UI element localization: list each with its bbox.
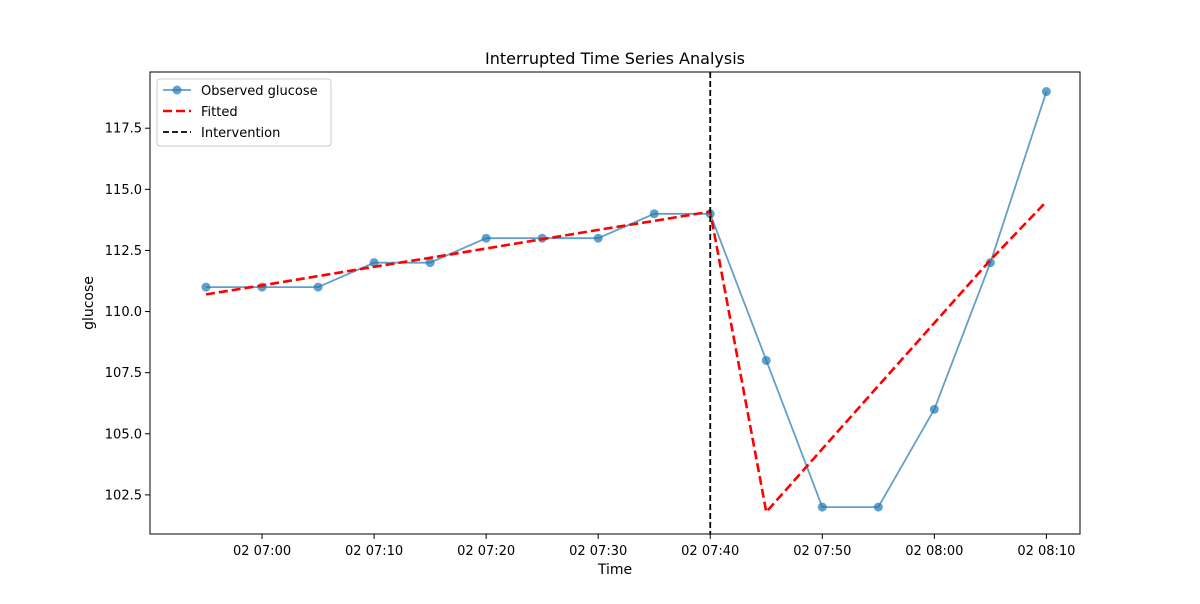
plot-area	[201, 72, 1051, 534]
x-tick-label: 02 08:10	[1017, 544, 1075, 559]
legend-box	[156, 78, 332, 147]
x-tick-label: 02 07:10	[345, 544, 403, 559]
x-tick-label: 02 07:50	[793, 544, 851, 559]
axes: 02 07:00 02 07:10 02 07:20 02 07:30 02 07:40…	[105, 71, 1081, 559]
observed-glucose-point	[313, 282, 323, 292]
observed-glucose-point	[873, 502, 883, 512]
legend-marker	[172, 85, 182, 95]
x-axis-label: Time	[597, 562, 632, 578]
observed-glucose-point	[1041, 87, 1051, 97]
legend-label: Intervention	[201, 126, 280, 141]
observed-glucose-point	[817, 502, 827, 512]
y-axis-label: glucose	[81, 276, 97, 330]
y-tick-label: 102.5	[105, 488, 142, 503]
observed-glucose-point	[593, 233, 603, 243]
y-tick-label: 105.0	[105, 427, 142, 442]
observed-glucose-point	[929, 404, 939, 414]
observed-glucose-point	[985, 258, 995, 268]
fitted-line	[205, 200, 1048, 515]
x-tick-label: 02 08:00	[905, 544, 963, 559]
observed-glucose-point	[481, 233, 491, 243]
y-tick-label: 112.5	[105, 244, 142, 259]
plot-frame	[149, 71, 1081, 535]
chart-title: Interrupted Time Series Analysis	[485, 49, 745, 68]
observed-glucose-point	[761, 355, 771, 365]
observed-glucose-point	[425, 258, 435, 268]
x-tick-label: 02 07:00	[233, 544, 291, 559]
x-tick-label: 02 07:20	[457, 544, 515, 559]
y-tick-label: 117.5	[105, 122, 142, 137]
observed-glucose-point	[369, 258, 379, 268]
observed-glucose-point	[649, 209, 659, 219]
legend: Observed glucose Fitted Intervention	[156, 78, 332, 147]
observed-glucose-point	[201, 282, 211, 292]
legend-label: Observed glucose	[201, 84, 318, 99]
y-tick-label: 107.5	[105, 366, 142, 381]
x-tick-label: 02 07:30	[569, 544, 627, 559]
legend-label: Fitted	[201, 105, 238, 120]
observed-glucose-line	[206, 91, 1048, 509]
x-tick-label: 02 07:40	[681, 544, 739, 559]
y-tick-label: 115.0	[105, 183, 142, 198]
y-tick-label: 110.0	[105, 305, 142, 320]
